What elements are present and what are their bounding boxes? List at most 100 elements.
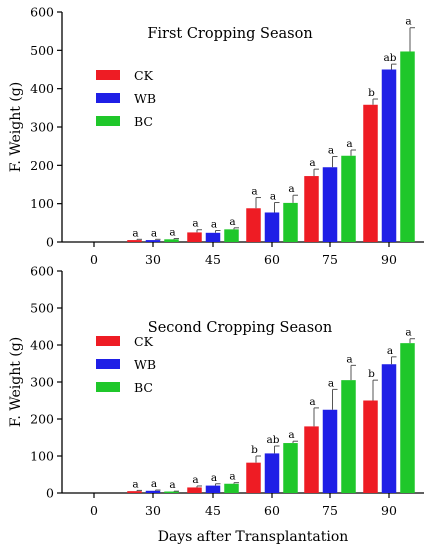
x-tick-label: 0 <box>90 503 98 518</box>
significance-label: a <box>229 471 235 483</box>
significance-label: a <box>192 218 198 230</box>
legend-swatch-bc <box>96 116 120 126</box>
y-axis-label: F. Weight (g) <box>8 337 24 427</box>
significance-label: a <box>211 219 217 231</box>
x-tick-label: 60 <box>264 252 280 267</box>
y-tick-label: 300 <box>30 120 54 135</box>
significance-label: a <box>169 227 175 239</box>
legend-label-wb: WB <box>134 91 156 106</box>
bar-wb <box>264 453 280 493</box>
bar-bc <box>283 443 298 493</box>
significance-label: a <box>229 216 235 228</box>
significance-label: a <box>151 478 157 490</box>
x-tick-label: 90 <box>381 252 397 267</box>
x-tick-label: 60 <box>264 503 280 518</box>
bar-ck <box>246 462 261 493</box>
y-tick-label: 100 <box>30 196 54 211</box>
y-tick-label: 600 <box>30 264 54 279</box>
y-tick-label: 500 <box>30 301 54 316</box>
bar-bc <box>224 229 239 242</box>
significance-label: a <box>211 472 217 484</box>
bar-bc <box>164 239 179 242</box>
bar-wb <box>381 69 397 242</box>
significance-label: a <box>346 353 352 365</box>
significance-label: a <box>132 227 138 239</box>
significance-label: a <box>132 478 138 490</box>
legend-swatch-wb <box>96 359 120 369</box>
legend-label-bc: BC <box>134 114 153 129</box>
significance-label: a <box>270 191 276 203</box>
x-tick-label: 45 <box>205 503 221 518</box>
bar-wb <box>322 167 338 242</box>
significance-label: a <box>151 227 157 239</box>
bar-bc <box>341 155 356 242</box>
bar-ck <box>187 487 202 493</box>
y-tick-label: 0 <box>46 235 54 250</box>
significance-label: a <box>288 183 294 195</box>
significance-label: a <box>346 138 352 150</box>
significance-label: a <box>251 186 257 198</box>
legend-swatch-ck <box>96 70 120 80</box>
bar-bc <box>283 202 298 242</box>
bar-wb <box>322 409 338 493</box>
chart-panel-2: 0 100 200 300 400 500 600 0 30 45 60 75 90 F. Weight … <box>8 264 424 545</box>
legend-label-ck: CK <box>134 334 154 349</box>
legend-label-ck: CK <box>134 68 154 83</box>
y-tick-label: 300 <box>30 375 54 390</box>
legend-swatch-ck <box>96 336 120 346</box>
significance-label: b <box>368 368 375 380</box>
x-tick-label: 75 <box>322 252 338 267</box>
x-tick-label: 45 <box>205 252 221 267</box>
bar-ck <box>187 232 202 242</box>
x-tick-label: 75 <box>322 503 338 518</box>
bar-wb <box>264 212 280 242</box>
bar-wb <box>145 240 161 242</box>
significance-label: a <box>405 16 411 28</box>
significance-label: ab <box>267 434 280 446</box>
significance-label: ab <box>384 52 397 64</box>
x-tick-label: 30 <box>145 252 161 267</box>
bar-bc <box>164 491 179 493</box>
bar-bc <box>224 483 239 493</box>
legend-swatch-bc <box>96 382 120 392</box>
bar-ck <box>363 400 378 493</box>
significance-label: a <box>328 145 334 157</box>
bar-ck <box>304 176 319 242</box>
y-tick-label: 200 <box>30 412 54 427</box>
bar-ck <box>127 240 142 242</box>
significance-label: b <box>368 87 375 99</box>
significance-label: b <box>251 444 258 456</box>
significance-label: a <box>309 396 315 408</box>
bar-wb <box>205 485 221 493</box>
legend-label-wb: WB <box>134 357 156 372</box>
bar-bc <box>400 343 415 493</box>
bar-ck <box>304 426 319 493</box>
x-tick-label: 90 <box>381 503 397 518</box>
bar-wb <box>205 232 221 242</box>
significance-label: a <box>405 327 411 339</box>
chart-panel-1: 0 100 200 300 400 500 600 0 30 45 60 75 90 F. Weight … <box>8 5 424 267</box>
significance-label: a <box>309 157 315 169</box>
bar-ck <box>246 208 261 242</box>
bar-wb <box>381 364 397 493</box>
y-tick-label: 500 <box>30 43 54 58</box>
significance-label: a <box>169 479 175 491</box>
significance-label: a <box>328 377 334 389</box>
y-tick-label: 600 <box>30 5 54 20</box>
legend-label-bc: BC <box>134 380 153 395</box>
y-tick-label: 100 <box>30 449 54 464</box>
significance-label: a <box>387 345 393 357</box>
y-tick-label: 400 <box>30 81 54 96</box>
chart-title: First Cropping Season <box>147 26 312 42</box>
y-tick-label: 0 <box>46 486 54 501</box>
bar-bc <box>400 51 415 242</box>
bar-ck <box>363 104 378 243</box>
bar-bc <box>341 380 356 493</box>
x-axis-label: Days after Transplantation <box>158 529 349 545</box>
y-tick-label: 400 <box>30 338 54 353</box>
chart-title: Second Cropping Season <box>148 320 332 336</box>
y-axis-label: F. Weight (g) <box>8 82 24 172</box>
x-tick-label: 30 <box>145 503 161 518</box>
significance-label: a <box>288 429 294 441</box>
